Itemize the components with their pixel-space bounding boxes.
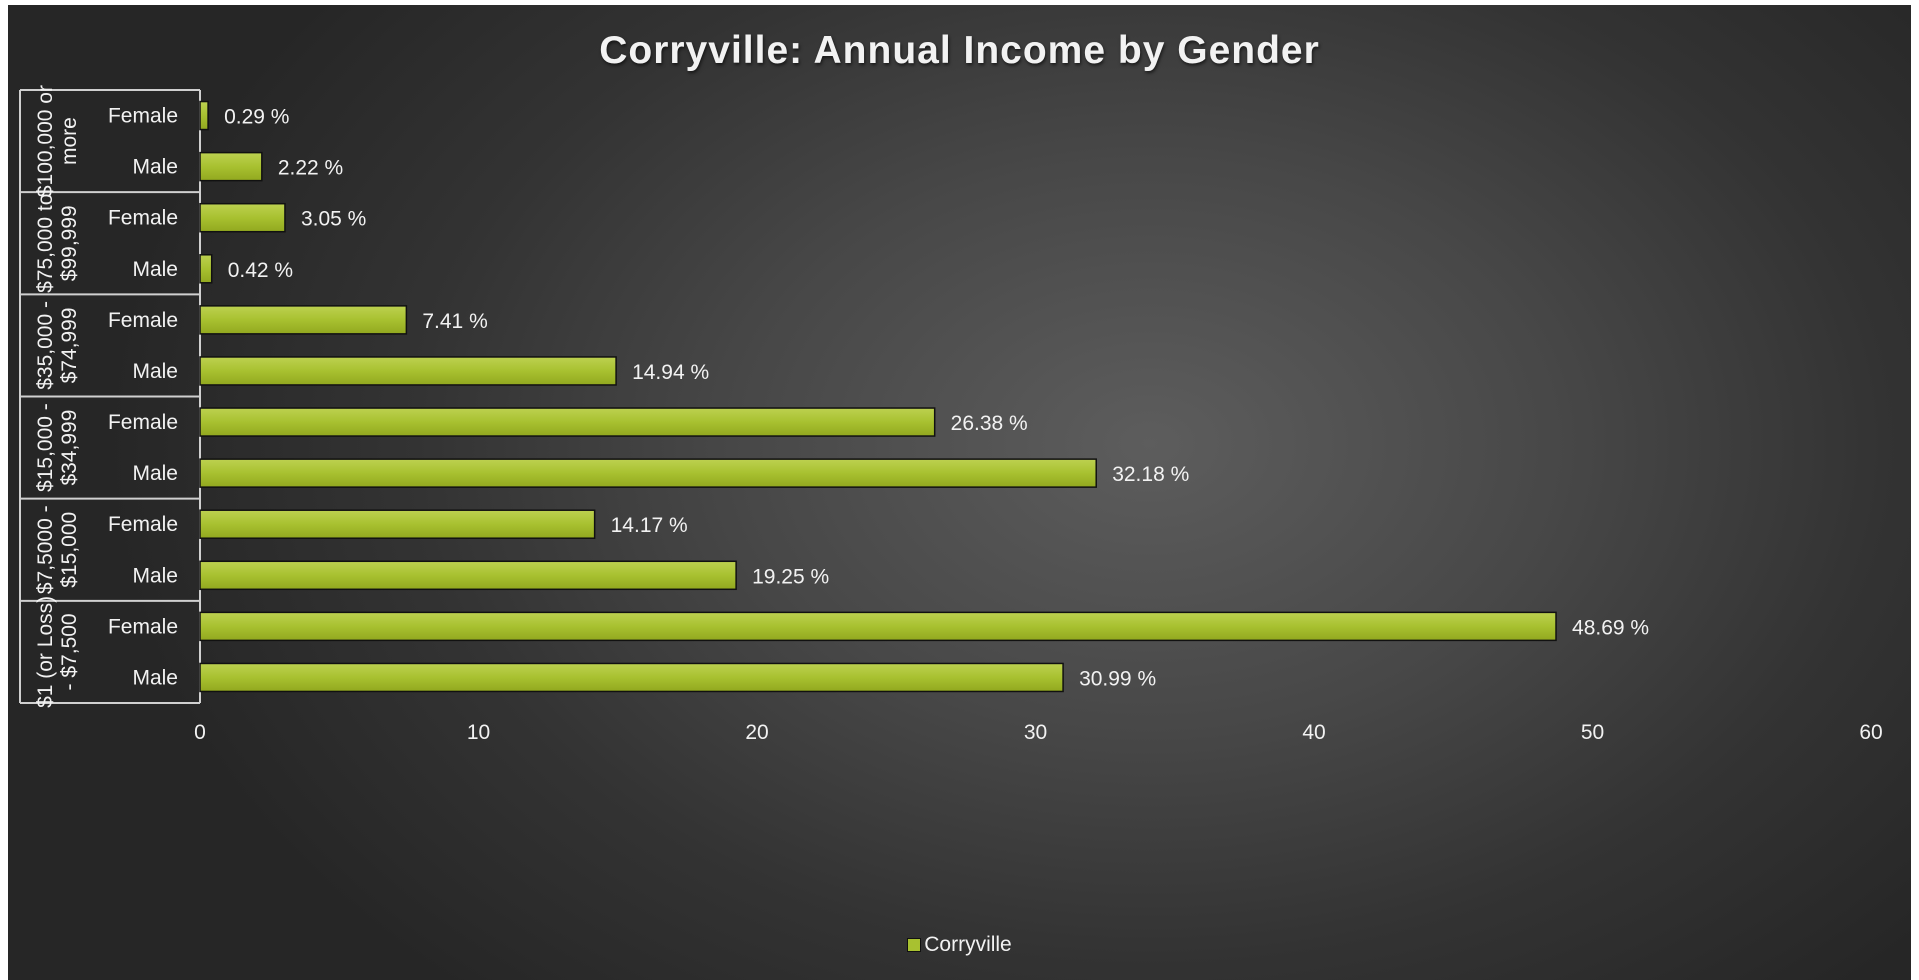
group-label-line: $100,000 or	[34, 85, 57, 197]
group-label: $15,000 -$34,999	[34, 403, 81, 492]
data-label: 14.17 %	[611, 514, 688, 537]
x-tick-label: 10	[467, 721, 490, 744]
data-label: 0.29 %	[224, 106, 289, 129]
x-tick-label: 60	[1859, 721, 1882, 744]
category-label: Female	[108, 513, 178, 536]
data-label: 7.41 %	[422, 310, 487, 333]
category-label: Female	[108, 309, 178, 332]
legend: Corryville	[8, 933, 1911, 957]
x-tick-label: 40	[1302, 721, 1325, 744]
x-tick-label: 50	[1581, 721, 1604, 744]
bar	[199, 151, 263, 182]
x-tick-label: 0	[194, 721, 206, 744]
bar	[199, 611, 1557, 642]
group-label-line: - $7,500	[58, 613, 81, 690]
group-label-line: $15,000 -	[34, 403, 57, 492]
legend-label: Corryville	[924, 933, 1012, 956]
data-label: 19.25 %	[752, 565, 829, 588]
bar	[199, 202, 286, 233]
x-tick-label: 20	[745, 721, 768, 744]
category-label: Female	[108, 105, 178, 128]
group-label-line: $75,000 to	[34, 194, 57, 293]
group-label-line: more	[58, 117, 81, 165]
category-label: Female	[108, 207, 178, 230]
bar	[199, 356, 617, 386]
chart-plot: $100,000 ormore Female 0.29 % Male 2.22 % $75…	[19, 85, 1883, 744]
bar	[199, 560, 737, 591]
bar	[199, 662, 1064, 693]
bar	[199, 305, 408, 335]
data-label: 26.38 %	[951, 412, 1028, 435]
group-label-line: $99,999	[58, 205, 81, 281]
group-label-line: $7,5000 -	[34, 505, 57, 594]
category-label: Male	[132, 156, 178, 179]
category-label: Male	[132, 666, 178, 689]
group-label-line: $1 (or Loss)	[34, 596, 57, 708]
bar	[199, 407, 936, 437]
data-label: 48.69 %	[1572, 616, 1649, 639]
group-label-line: $15,000	[58, 512, 81, 588]
chart-title: Corryville: Annual Income by Gender	[599, 29, 1320, 72]
x-tick-label: 30	[1024, 721, 1047, 744]
bar	[199, 458, 1097, 488]
category-label: Female	[108, 615, 178, 638]
group-label: $35,000 -$74,999	[34, 301, 81, 390]
data-label: 14.94 %	[632, 361, 709, 384]
group-label-line: $34,999	[58, 410, 81, 486]
legend-swatch	[907, 938, 922, 952]
bar	[199, 254, 213, 284]
data-label: 30.99 %	[1079, 667, 1156, 690]
category-label: Female	[108, 411, 178, 434]
group-label: $7,5000 -$15,000	[34, 505, 81, 594]
data-label: 3.05 %	[301, 208, 366, 231]
group-label: $1 (or Loss)- $7,500	[34, 596, 81, 708]
chart-area: $100,000 ormore Female 0.29 % Male 2.22 % $75…	[8, 5, 1911, 980]
category-label: Male	[132, 360, 178, 383]
data-label: 0.42 %	[228, 259, 293, 282]
group-label: $100,000 ormore	[34, 85, 81, 197]
data-label: 32.18 %	[1112, 463, 1189, 486]
group-label-line: $35,000 -	[34, 301, 57, 390]
group-label: $75,000 to$99,999	[34, 194, 81, 293]
data-label: 2.22 %	[278, 157, 343, 180]
category-label: Male	[132, 462, 178, 485]
category-label: Male	[132, 258, 178, 281]
category-label: Male	[132, 564, 178, 587]
group-label-line: $74,999	[58, 307, 81, 383]
bar	[199, 509, 596, 539]
bar	[199, 100, 209, 131]
